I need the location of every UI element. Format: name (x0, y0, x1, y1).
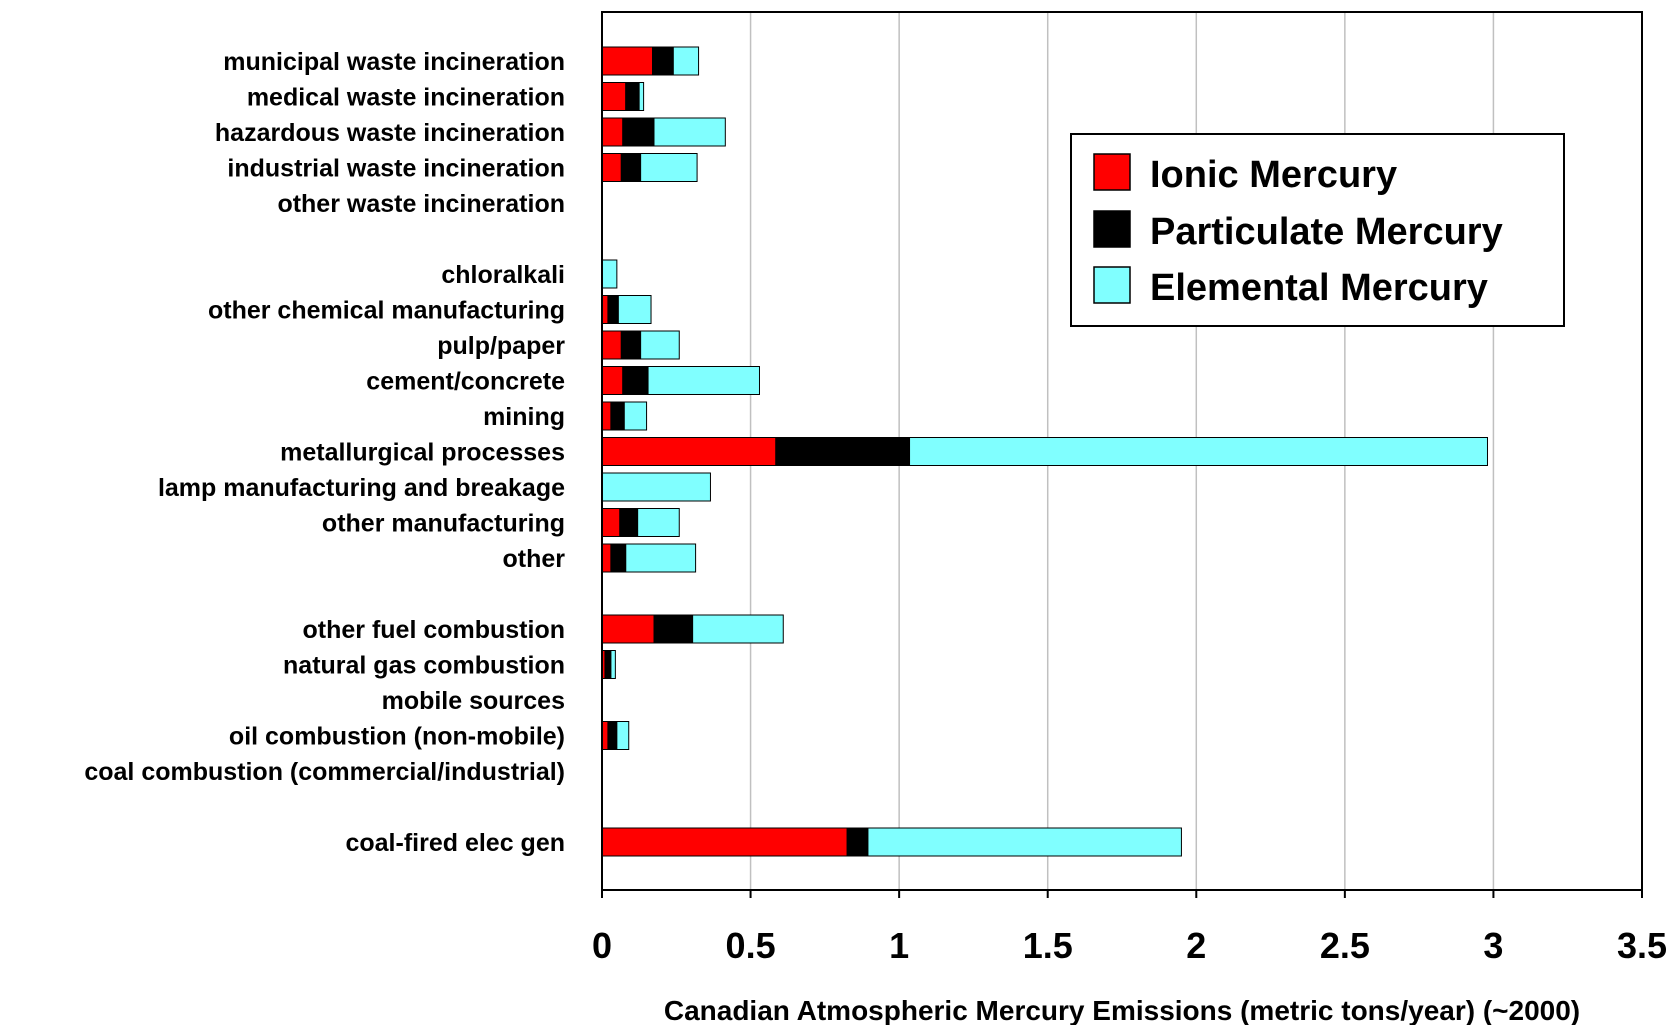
bar-segment (625, 543, 697, 573)
bar-segment (601, 614, 655, 644)
bar-segment (620, 153, 642, 182)
bar-segment (622, 366, 649, 395)
bar-segment (692, 614, 784, 644)
x-tick-label: 0.5 (726, 925, 776, 966)
bar-segment (640, 330, 680, 360)
bar-segment (601, 472, 711, 502)
x-axis-title: Canadian Atmospheric Mercury Emissions (… (664, 995, 1580, 1025)
legend-label: Ionic Mercury (1150, 154, 1397, 196)
bar-segment (610, 650, 616, 679)
x-tick-label: 0 (592, 925, 612, 966)
category-label: industrial waste incineration (227, 155, 565, 183)
legend-label: Elemental Mercury (1150, 267, 1488, 309)
bar-segment (604, 650, 612, 679)
legend-swatch (1093, 266, 1131, 304)
x-tick-label: 2 (1186, 925, 1206, 966)
category-label: metallurgical processes (280, 439, 565, 467)
category-label: coal combustion (commercial/industrial) (84, 758, 565, 786)
category-label: chloralkali (441, 261, 565, 289)
bar-segment (607, 295, 619, 324)
category-label: municipal waste incineration (223, 48, 565, 76)
bar-segment (652, 46, 674, 76)
legend-swatch (1093, 153, 1131, 191)
bar-segment (846, 827, 869, 857)
bar-segment (617, 295, 652, 324)
bar-segment (653, 614, 694, 644)
category-label: medical waste incineration (247, 84, 565, 112)
bar-segment (623, 401, 648, 431)
category-label: other waste incineration (277, 190, 565, 218)
bar-segment (775, 437, 911, 466)
category-label: lamp manufacturing and breakage (158, 474, 565, 502)
bar-segment (601, 543, 612, 573)
x-tick-label: 3.5 (1617, 925, 1667, 966)
bar-segment (610, 543, 627, 573)
category-label: mining (483, 403, 565, 431)
legend-swatch (1093, 210, 1131, 248)
category-label: other manufacturing (322, 510, 565, 538)
x-axis-ticks: 0 0.5 1 1.5 2 2.5 3 3.5 (592, 890, 1667, 966)
bar-segment (619, 508, 639, 537)
legend-box (1070, 133, 1565, 327)
category-label: mobile sources (382, 687, 565, 715)
bar-segment (601, 508, 621, 537)
category-label: other (503, 545, 566, 573)
bar-segment (620, 330, 642, 360)
category-label: hazardous waste incineration (215, 119, 565, 147)
bar-segment (616, 721, 630, 750)
category-label: coal-fired elec gen (345, 829, 565, 857)
x-tick-label: 2.5 (1320, 925, 1370, 966)
bar-segment (601, 153, 622, 182)
legend: Ionic Mercury Particulate Mercury Elementa… (1070, 133, 1565, 327)
category-label: natural gas combustion (283, 652, 565, 680)
bar-segment (909, 437, 1488, 466)
plot-frame (601, 11, 1643, 891)
bar-segment (601, 82, 627, 111)
x-tick-label: 1 (889, 925, 909, 966)
bars (601, 46, 1488, 857)
bar-segment (637, 508, 680, 537)
bar-segment (653, 117, 726, 147)
category-label: pulp/paper (437, 332, 565, 360)
bar-segment (610, 401, 625, 431)
x-tick-label: 1.5 (1023, 925, 1073, 966)
bar-segment (647, 366, 760, 395)
bar-segment (601, 330, 622, 360)
bar-segment (672, 46, 700, 76)
category-label: other fuel combustion (303, 616, 566, 644)
bar-segment (867, 827, 1182, 857)
legend-label: Particulate Mercury (1150, 211, 1503, 253)
bar-segment (607, 721, 618, 750)
bar-segment (601, 46, 654, 76)
bar-segment (601, 117, 624, 147)
bar-segment (625, 82, 640, 111)
bar-segment (601, 401, 612, 431)
bar-segment (638, 82, 645, 111)
category-label: other chemical manufacturing (208, 297, 565, 325)
bar-segment (640, 153, 698, 182)
category-label: cement/concrete (366, 368, 565, 396)
bar-segment (601, 827, 848, 857)
bar-segment (622, 117, 655, 147)
x-tick-label: 3 (1483, 925, 1503, 966)
bar-segment (601, 259, 618, 289)
category-labels: municipal waste incineration medical wast… (84, 48, 565, 857)
bar-segment (601, 366, 624, 395)
bar-segment (601, 437, 777, 466)
category-label: oil combustion (non-mobile) (229, 723, 565, 751)
